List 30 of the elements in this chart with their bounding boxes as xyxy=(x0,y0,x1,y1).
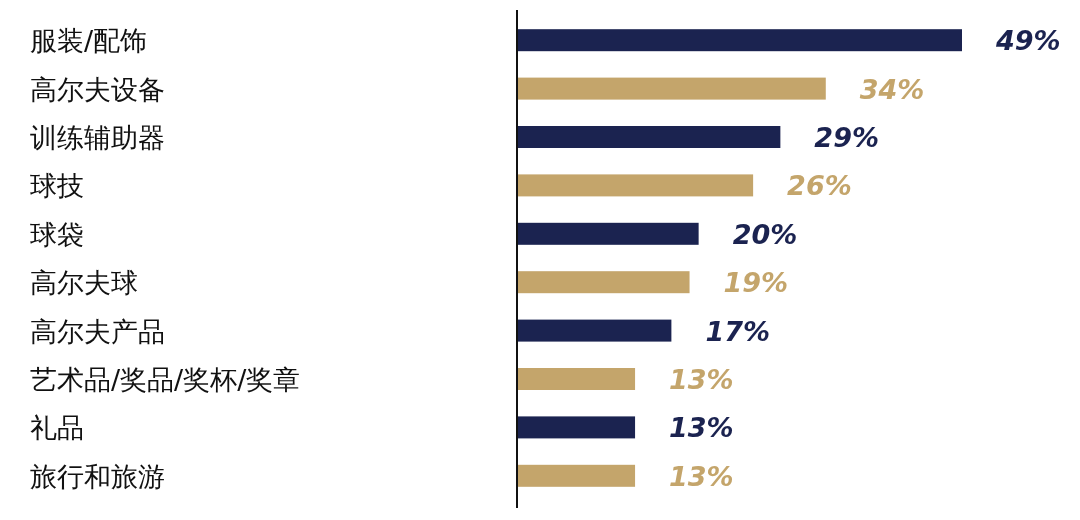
y-tick-label: 旅行和旅游 xyxy=(30,460,165,492)
data-label: 13% xyxy=(669,460,734,492)
bar xyxy=(517,126,781,148)
y-tick-label: 艺术品/奖品/奖杯/奖章 xyxy=(30,364,301,395)
y-tick-label: 高尔夫产品 xyxy=(30,315,165,347)
bar xyxy=(517,319,672,342)
bar xyxy=(517,174,754,197)
data-label: 29% xyxy=(814,122,880,153)
data-label: 26% xyxy=(787,170,852,202)
data-label: 17% xyxy=(705,315,771,347)
data-label: 49% xyxy=(995,25,1061,57)
data-label: 13% xyxy=(669,364,734,395)
bar xyxy=(517,271,690,294)
bar xyxy=(517,464,636,487)
y-tick-label: 高尔夫设备 xyxy=(30,73,165,105)
bar xyxy=(517,77,826,100)
bar xyxy=(517,416,636,439)
data-label: 13% xyxy=(669,412,734,444)
y-tick-label: 球袋 xyxy=(30,218,84,250)
y-tick-label: 服装/配饰 xyxy=(30,25,148,57)
data-label: 20% xyxy=(732,218,798,250)
y-tick-label: 礼品 xyxy=(30,412,84,444)
data-label: 19% xyxy=(723,267,789,299)
data-label: 34% xyxy=(859,73,925,105)
bar xyxy=(517,368,636,390)
y-tick-label: 球技 xyxy=(30,170,84,202)
y-tick-label: 训练辅助器 xyxy=(30,122,165,153)
bar xyxy=(517,29,962,52)
y-tick-label: 高尔夫球 xyxy=(30,267,138,299)
bar xyxy=(517,222,699,245)
